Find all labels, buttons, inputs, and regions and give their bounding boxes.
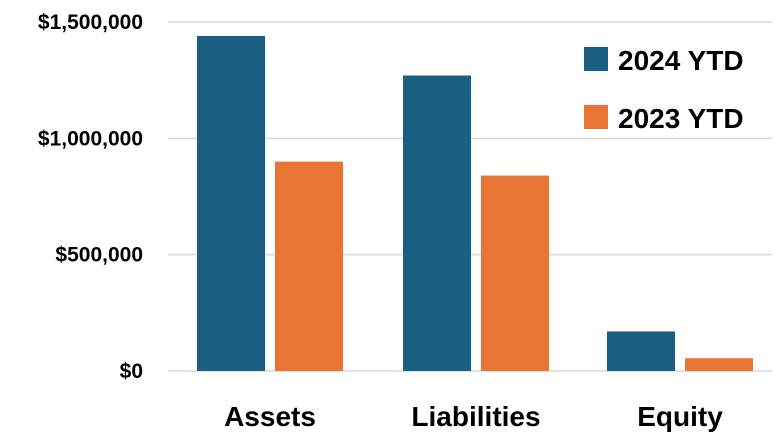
x-category-label: Assets	[224, 401, 316, 432]
legend-swatch	[584, 47, 608, 71]
bar-liabilities-series-2	[481, 175, 549, 371]
bar-equity-series-2	[685, 358, 753, 371]
y-axis: $0 $500,000 $1,000,000 $1,500,000	[38, 11, 143, 383]
x-axis: Assets Liabilities Equity	[224, 401, 723, 432]
legend: 2024 YTD 2023 YTD	[584, 45, 744, 134]
x-category-label: Liabilities	[411, 401, 540, 432]
y-tick-label: $500,000	[55, 244, 143, 267]
legend-swatch	[584, 105, 608, 129]
bar-assets-series-1	[197, 35, 265, 372]
bar-liabilities-series-1	[403, 75, 471, 371]
x-category-label: Equity	[637, 401, 723, 432]
legend-label: 2023 YTD	[618, 103, 744, 134]
legend-label: 2024 YTD	[618, 45, 744, 76]
y-tick-label: $0	[120, 360, 143, 383]
y-tick-label: $1,500,000	[38, 11, 143, 34]
bars	[197, 35, 753, 372]
bar-equity-series-1	[607, 331, 675, 371]
bar-assets-series-2	[275, 161, 343, 371]
y-tick-label: $1,000,000	[38, 127, 143, 150]
